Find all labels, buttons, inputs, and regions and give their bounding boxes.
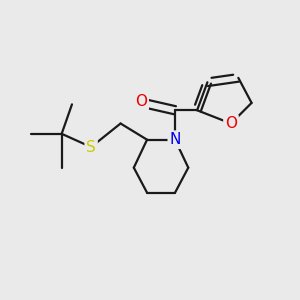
Text: N: N (169, 132, 181, 147)
Text: O: O (225, 116, 237, 131)
Text: S: S (86, 140, 96, 154)
Text: O: O (135, 94, 147, 109)
